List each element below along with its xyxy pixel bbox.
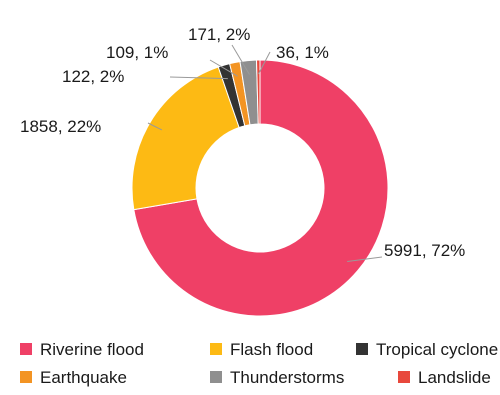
leader-line-earthquake xyxy=(209,59,238,77)
legend-label-flash-flood: Flash flood xyxy=(230,340,313,359)
data-label-riverine-flood: 5991, 72% xyxy=(384,241,465,260)
legend-swatch-riverine-flood xyxy=(20,343,32,355)
data-label-earthquake: 109, 1% xyxy=(106,43,168,62)
legend: Riverine flood Flash flood Tropical cyclon… xyxy=(20,340,498,387)
legend-label-riverine-flood: Riverine flood xyxy=(40,340,144,359)
data-label-flash-flood: 1858, 22% xyxy=(20,117,101,136)
slice-flash-flood xyxy=(131,66,240,211)
legend-swatch-thunderstorms xyxy=(210,371,222,383)
slice-landslide xyxy=(255,59,261,125)
leader-line-landslide xyxy=(258,51,271,75)
slice-riverine-flood xyxy=(133,59,389,317)
label-leader-lines xyxy=(147,44,383,262)
data-label-landslide: 36, 1% xyxy=(276,43,329,62)
data-label-thunderstorms: 171, 2% xyxy=(188,25,250,44)
legend-label-earthquake: Earthquake xyxy=(40,368,127,387)
leader-line-riverine-flood xyxy=(347,256,383,262)
legend-swatch-tropical-cyclone xyxy=(356,343,368,355)
legend-label-landslide: Landslide xyxy=(418,368,491,387)
leader-line-tropical-cyclone xyxy=(169,76,228,80)
data-labels: 5991, 72% 1858, 22% 122, 2% 109, 1% 171, 2% 3… xyxy=(20,25,465,260)
donut-slices xyxy=(131,59,389,317)
legend-label-thunderstorms: Thunderstorms xyxy=(230,368,344,387)
leader-line-flash-flood xyxy=(147,122,163,131)
legend-label-tropical-cyclone: Tropical cyclone xyxy=(376,340,498,359)
leader-line-thunderstorms xyxy=(231,44,250,75)
data-label-tropical-cyclone: 122, 2% xyxy=(62,67,124,86)
legend-swatch-landslide xyxy=(398,371,410,383)
legend-swatch-earthquake xyxy=(20,371,32,383)
legend-swatch-flash-flood xyxy=(210,343,222,355)
